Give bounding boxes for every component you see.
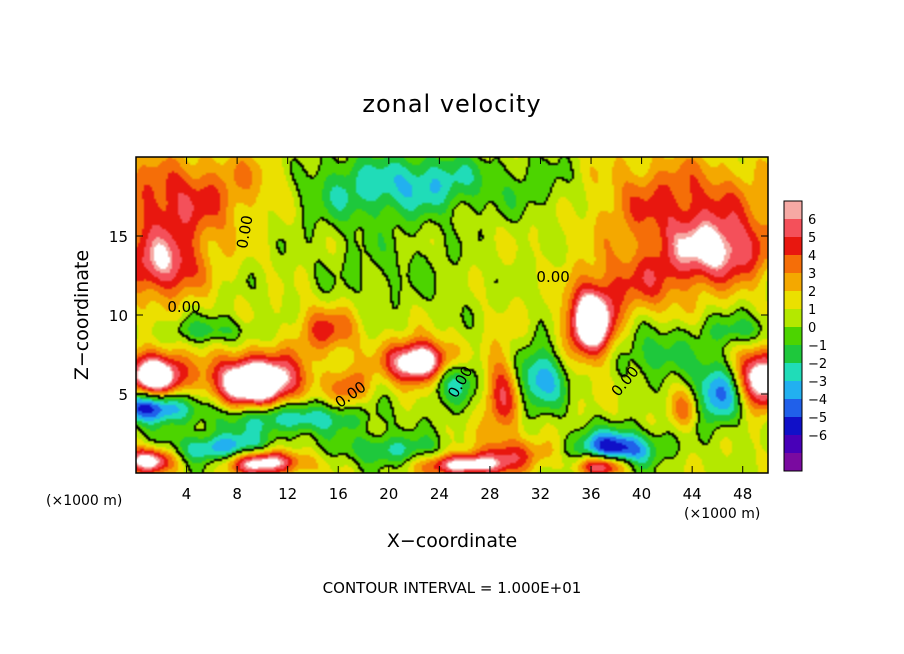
contour-label: 0.00 <box>233 214 257 250</box>
y-axis-ticks: 5 10 15 <box>109 228 768 404</box>
colorbar-swatch <box>784 327 802 346</box>
colorbar-swatch <box>784 237 802 256</box>
colorbar-swatch <box>784 255 802 274</box>
colorbar-swatch <box>784 219 802 238</box>
colorbar-swatch <box>784 363 802 382</box>
colorbar-swatch <box>784 309 802 328</box>
x-tick-label: 40 <box>632 485 651 503</box>
x-tick-label: 48 <box>733 485 752 503</box>
x-unit-right: (×1000 m) <box>684 506 760 522</box>
colorbar-label: 3 <box>808 267 816 282</box>
colorbar-swatch <box>784 201 802 220</box>
colorbar-label: 4 <box>808 249 816 264</box>
heatmap-field <box>136 157 768 473</box>
colorbar-swatch <box>784 417 802 436</box>
y-tick-label: 10 <box>109 307 128 325</box>
chart-title: zonal velocity <box>362 90 541 118</box>
colorbar-label: −2 <box>808 357 827 372</box>
colorbar-label: −6 <box>808 429 827 444</box>
colorbar-label: 6 <box>808 213 816 228</box>
colorbar: 6 5 4 3 2 1 0 −1 −2 −3 −4 −5 −6 <box>783 200 827 472</box>
x-tick-label: 4 <box>182 485 192 503</box>
colorbar-label: −1 <box>808 339 827 354</box>
colorbar-swatch <box>784 453 802 472</box>
x-unit-left: (×1000 m) <box>46 493 122 509</box>
colorbar-swatch <box>784 399 802 418</box>
colorbar-swatch <box>784 273 802 292</box>
x-axis-title: X−coordinate <box>387 530 517 552</box>
colorbar-label: 1 <box>808 303 816 318</box>
x-tick-label: 8 <box>232 485 242 503</box>
colorbar-swatch <box>784 435 802 454</box>
colorbar-label: −5 <box>808 411 827 426</box>
x-tick-label: 32 <box>531 485 550 503</box>
x-tick-label: 20 <box>379 485 398 503</box>
colorbar-label: 0 <box>808 321 816 336</box>
colorbar-label: −4 <box>808 393 827 408</box>
colorbar-label: 5 <box>808 231 816 246</box>
colorbar-swatch <box>784 291 802 310</box>
x-tick-label: 28 <box>480 485 499 503</box>
colorbar-label: 2 <box>808 285 816 300</box>
x-tick-label: 16 <box>329 485 348 503</box>
y-tick-label: 15 <box>109 228 128 246</box>
y-axis-title: Z−coordinate <box>71 250 93 380</box>
x-tick-label: 44 <box>683 485 702 503</box>
colorbar-swatch <box>784 381 802 400</box>
contour-label: 0.00 <box>536 268 569 286</box>
x-axis-ticks: 4 8 12 16 20 24 28 32 36 40 44 48 <box>182 157 752 503</box>
contour-label: 0.00 <box>167 298 200 316</box>
x-tick-label: 12 <box>278 485 297 503</box>
heatmap-image <box>136 157 768 473</box>
x-tick-label: 24 <box>430 485 449 503</box>
colorbar-swatch <box>784 345 802 364</box>
contour-interval-note: CONTOUR INTERVAL = 1.000E+01 <box>323 579 582 597</box>
y-tick-label: 5 <box>118 386 128 404</box>
colorbar-label: −3 <box>808 375 827 390</box>
colorbar-frame <box>783 200 803 472</box>
x-tick-label: 36 <box>581 485 600 503</box>
